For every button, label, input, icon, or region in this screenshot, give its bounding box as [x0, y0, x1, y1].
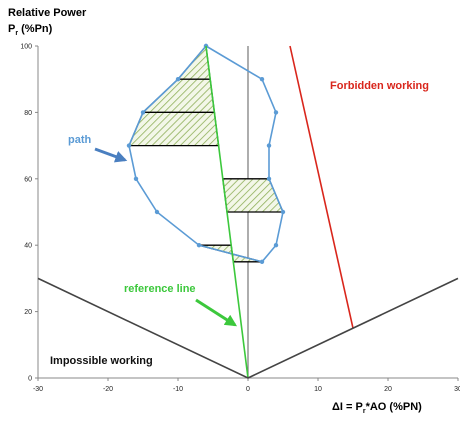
point [196, 243, 202, 248]
y-axis-title: Relative Power [8, 7, 87, 19]
hatched-region [141, 78, 216, 114]
x-tick-label: -10 [173, 386, 183, 393]
point [259, 77, 265, 82]
y-tick-label: 0 [28, 376, 32, 383]
x-tick-label: -30 [33, 386, 43, 393]
y-tick-label: 80 [24, 110, 32, 117]
point [266, 176, 272, 181]
x-tick-label: 20 [384, 386, 392, 393]
y-tick-label: 40 [24, 243, 32, 250]
y-tick-label: 100 [20, 44, 32, 51]
hatched-region [128, 111, 220, 147]
series-line [37, 277, 459, 379]
series-line [289, 45, 354, 329]
hatched-region [222, 178, 284, 213]
point [273, 110, 279, 115]
plot-area: 0 20 40 60 80 100 -30 -20 -10 0 10 20 30 [20, 44, 460, 394]
point [140, 110, 146, 115]
y-axis-unit: Pr (%Pn) [8, 23, 53, 37]
impossible-label: Impossible working [50, 355, 153, 367]
point [175, 77, 181, 82]
series-line [205, 45, 249, 379]
x-tick-label: 10 [314, 386, 322, 393]
point [280, 209, 286, 215]
path-label: path [68, 134, 92, 146]
point [259, 259, 265, 264]
forbidden-label: Forbidden working [330, 80, 429, 92]
reference-arrow [195, 298, 238, 327]
x-tick-label: 30 [454, 386, 460, 393]
y-tick-label: 60 [24, 176, 32, 183]
point [273, 243, 279, 248]
y-tick-label: 20 [24, 309, 32, 316]
point [126, 143, 132, 148]
path-arrow [94, 147, 128, 163]
x-axis-title: ΔI = Pr*AO (%PN) [332, 401, 422, 415]
x-tick-label: 0 [246, 386, 250, 393]
reference-label: reference line [124, 283, 196, 295]
x-tick-label: -20 [103, 386, 113, 393]
point [154, 209, 160, 215]
point [266, 143, 272, 148]
point [133, 176, 139, 181]
